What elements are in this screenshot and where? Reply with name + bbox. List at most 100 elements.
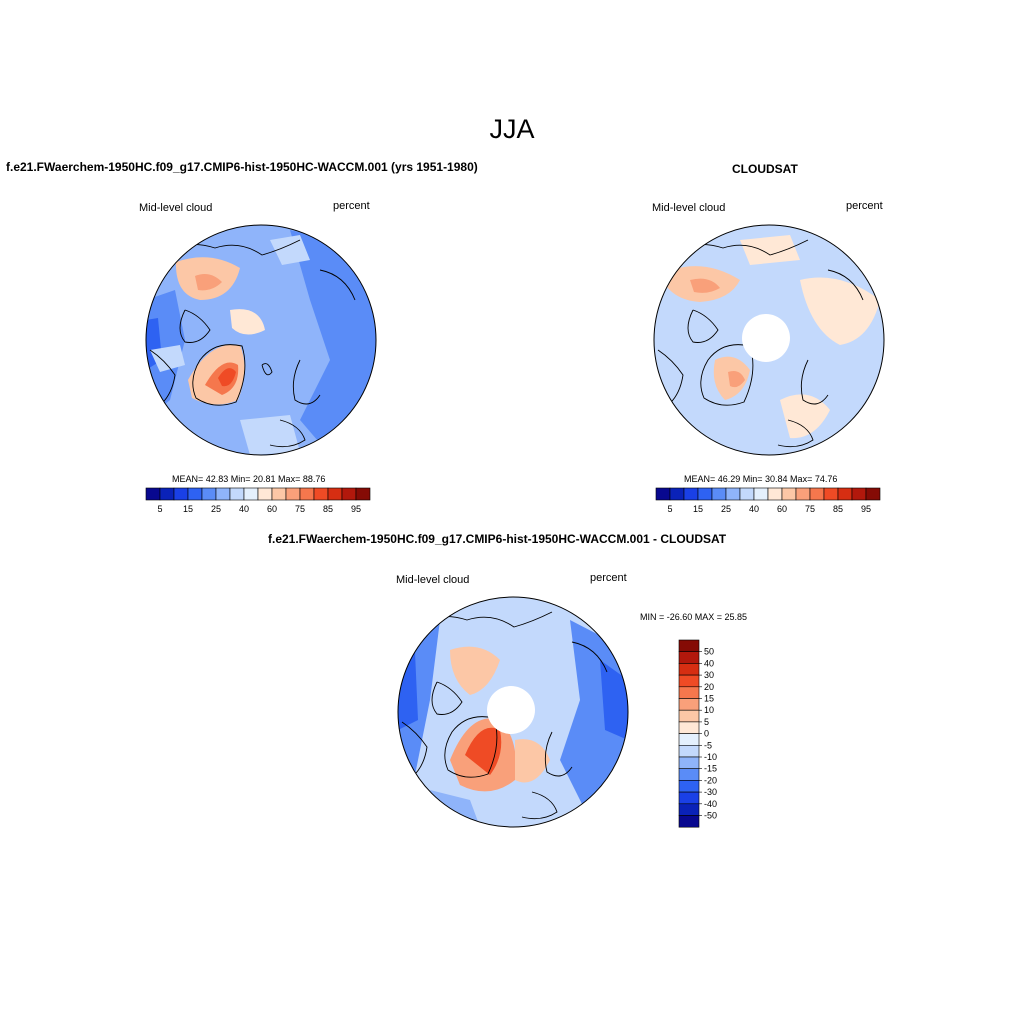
map-2-warm-region-south	[780, 394, 830, 439]
colorbar-3-tick-label: 5	[704, 717, 709, 727]
panel-1-title: f.e21.FWaerchem-1950HC.f09_g17.CMIP6-his…	[6, 160, 478, 174]
colorbar-2-swatch	[697, 487, 713, 501]
panel-2-variable-label: Mid-level cloud	[652, 202, 726, 214]
map-1-high-cloud-core-north	[195, 274, 222, 291]
colorbar-panel-1: 5 15 25 40 60 75 85 95	[145, 487, 371, 514]
colorbar-2-swatch	[823, 487, 839, 501]
colorbar-3-tick-label: 10	[704, 705, 714, 715]
map-3-negative-core-west	[398, 652, 418, 730]
colorbar-3-tick-label: -20	[704, 775, 717, 785]
map-1-low-cloud-region-east	[290, 230, 376, 455]
colorbar-1-swatch	[173, 487, 189, 501]
map-1-light-patch-north	[270, 235, 310, 265]
colorbar-1-tick-label: 60	[267, 504, 277, 514]
colorbar-3-tick-label: -40	[704, 799, 717, 809]
colorbar-3-swatch	[678, 651, 700, 664]
colorbar-2-swatch	[739, 487, 755, 501]
colorbar-3-tick-label: 40	[704, 658, 714, 668]
colorbar-3-tick-label: 50	[704, 647, 714, 657]
colorbar-2-swatch	[851, 487, 867, 501]
colorbar-3-tick-label: 0	[704, 729, 709, 739]
map-1-light-patch-south	[240, 415, 300, 455]
colorbar-2-swatch	[767, 487, 783, 501]
panel-3-variable-label: Mid-level cloud	[396, 574, 470, 586]
colorbar-3-swatch	[678, 791, 700, 805]
colorbar-panel-2: 5 15 25 40 60 75 85 95	[655, 487, 881, 514]
colorbar-1-swatch	[355, 487, 371, 501]
colorbar-3-tick-label: -5	[704, 740, 712, 750]
panel-3-units-label: percent	[590, 572, 627, 584]
map-panel-3	[397, 596, 629, 828]
panel-1-variable-label: Mid-level cloud	[139, 202, 213, 214]
map-panel-1	[145, 224, 377, 456]
colorbar-3-swatch	[678, 663, 700, 676]
colorbar-2-swatch	[837, 487, 853, 501]
colorbar-1-swatch	[327, 487, 343, 501]
colorbar-1-swatch	[341, 487, 357, 501]
colorbar-1-tick-label: 15	[183, 504, 193, 514]
colorbar-3-swatch	[678, 803, 700, 816]
colorbar-1-swatch	[285, 487, 301, 501]
colorbar-3-swatch	[678, 744, 700, 758]
map-2-high-cloud-core-north	[690, 278, 720, 293]
colorbar-1-swatch	[229, 487, 245, 501]
colorbar-3-tick-label: 20	[704, 682, 714, 692]
colorbar-2-swatch	[753, 487, 769, 501]
colorbar-1-swatch	[187, 487, 203, 501]
panel-1-units-label: percent	[333, 200, 370, 212]
colorbar-1-swatch	[257, 487, 273, 501]
colorbar-1-swatch	[271, 487, 287, 501]
colorbar-2-swatch	[865, 487, 881, 501]
map-1-warm-patch-center	[230, 309, 265, 335]
colorbar-2-swatch	[809, 487, 825, 501]
colorbar-3-swatch	[678, 709, 700, 723]
colorbar-3-swatch	[678, 815, 700, 828]
colorbar-2-swatch	[711, 487, 727, 501]
colorbar-2-tick-label: 5	[667, 504, 672, 514]
colorbar-1-swatch	[145, 487, 161, 501]
map-panel-2	[653, 224, 885, 456]
colorbar-3-tick-label: -50	[704, 811, 717, 821]
colorbar-2-swatch	[795, 487, 811, 501]
map-1-boundary	[145, 224, 377, 456]
colorbar-3-tick-label: -30	[704, 787, 717, 797]
map-2-warm-region-north	[740, 235, 800, 265]
colorbar-2-tick-label: 95	[861, 504, 871, 514]
colorbar-1-swatch	[201, 487, 217, 501]
map-3-negative-core-east	[600, 660, 628, 740]
colorbar-2-tick-label: 40	[749, 504, 759, 514]
colorbar-2-swatch	[669, 487, 685, 501]
panel-2-title: CLOUDSAT	[732, 162, 798, 176]
main-title: JJA	[489, 114, 535, 144]
colorbar-1-tick-label: 95	[351, 504, 361, 514]
colorbar-3-tick-label: -15	[704, 764, 717, 774]
map-3-pole-hole	[487, 686, 535, 734]
colorbar-2-swatch	[683, 487, 699, 501]
colorbar-2-tick-label: 25	[721, 504, 731, 514]
colorbar-3-swatch	[678, 639, 700, 652]
colorbar-1-tick-label: 40	[239, 504, 249, 514]
colorbar-3-swatch	[678, 768, 700, 781]
map-1-light-patch-west	[150, 345, 185, 372]
map-2-pole-hole	[742, 314, 790, 362]
map-3-boundary	[397, 596, 629, 828]
colorbar-2-swatch	[655, 487, 671, 501]
colorbar-3-swatch	[678, 674, 700, 688]
panel-3-stats: MIN = -26.60 MAX = 25.85	[640, 612, 748, 622]
colorbar-1-tick-label: 5	[157, 504, 162, 514]
colorbar-1-swatch	[215, 487, 231, 501]
colorbar-1-swatch	[243, 487, 259, 501]
colorbar-3-swatch	[678, 721, 700, 734]
colorbar-2-tick-label: 75	[805, 504, 815, 514]
colorbar-2-tick-label: 60	[777, 504, 787, 514]
map-3-coastlines	[401, 611, 608, 820]
colorbar-2-tick-label: 85	[833, 504, 843, 514]
map-1-max-cloud-greenland	[218, 368, 236, 387]
map-2-boundary	[653, 224, 885, 456]
colorbar-1-swatch	[313, 487, 329, 501]
colorbar-1-tick-label: 75	[295, 504, 305, 514]
colorbar-3-tick-label: 30	[704, 670, 714, 680]
map-3-positive-region-east	[515, 739, 550, 783]
